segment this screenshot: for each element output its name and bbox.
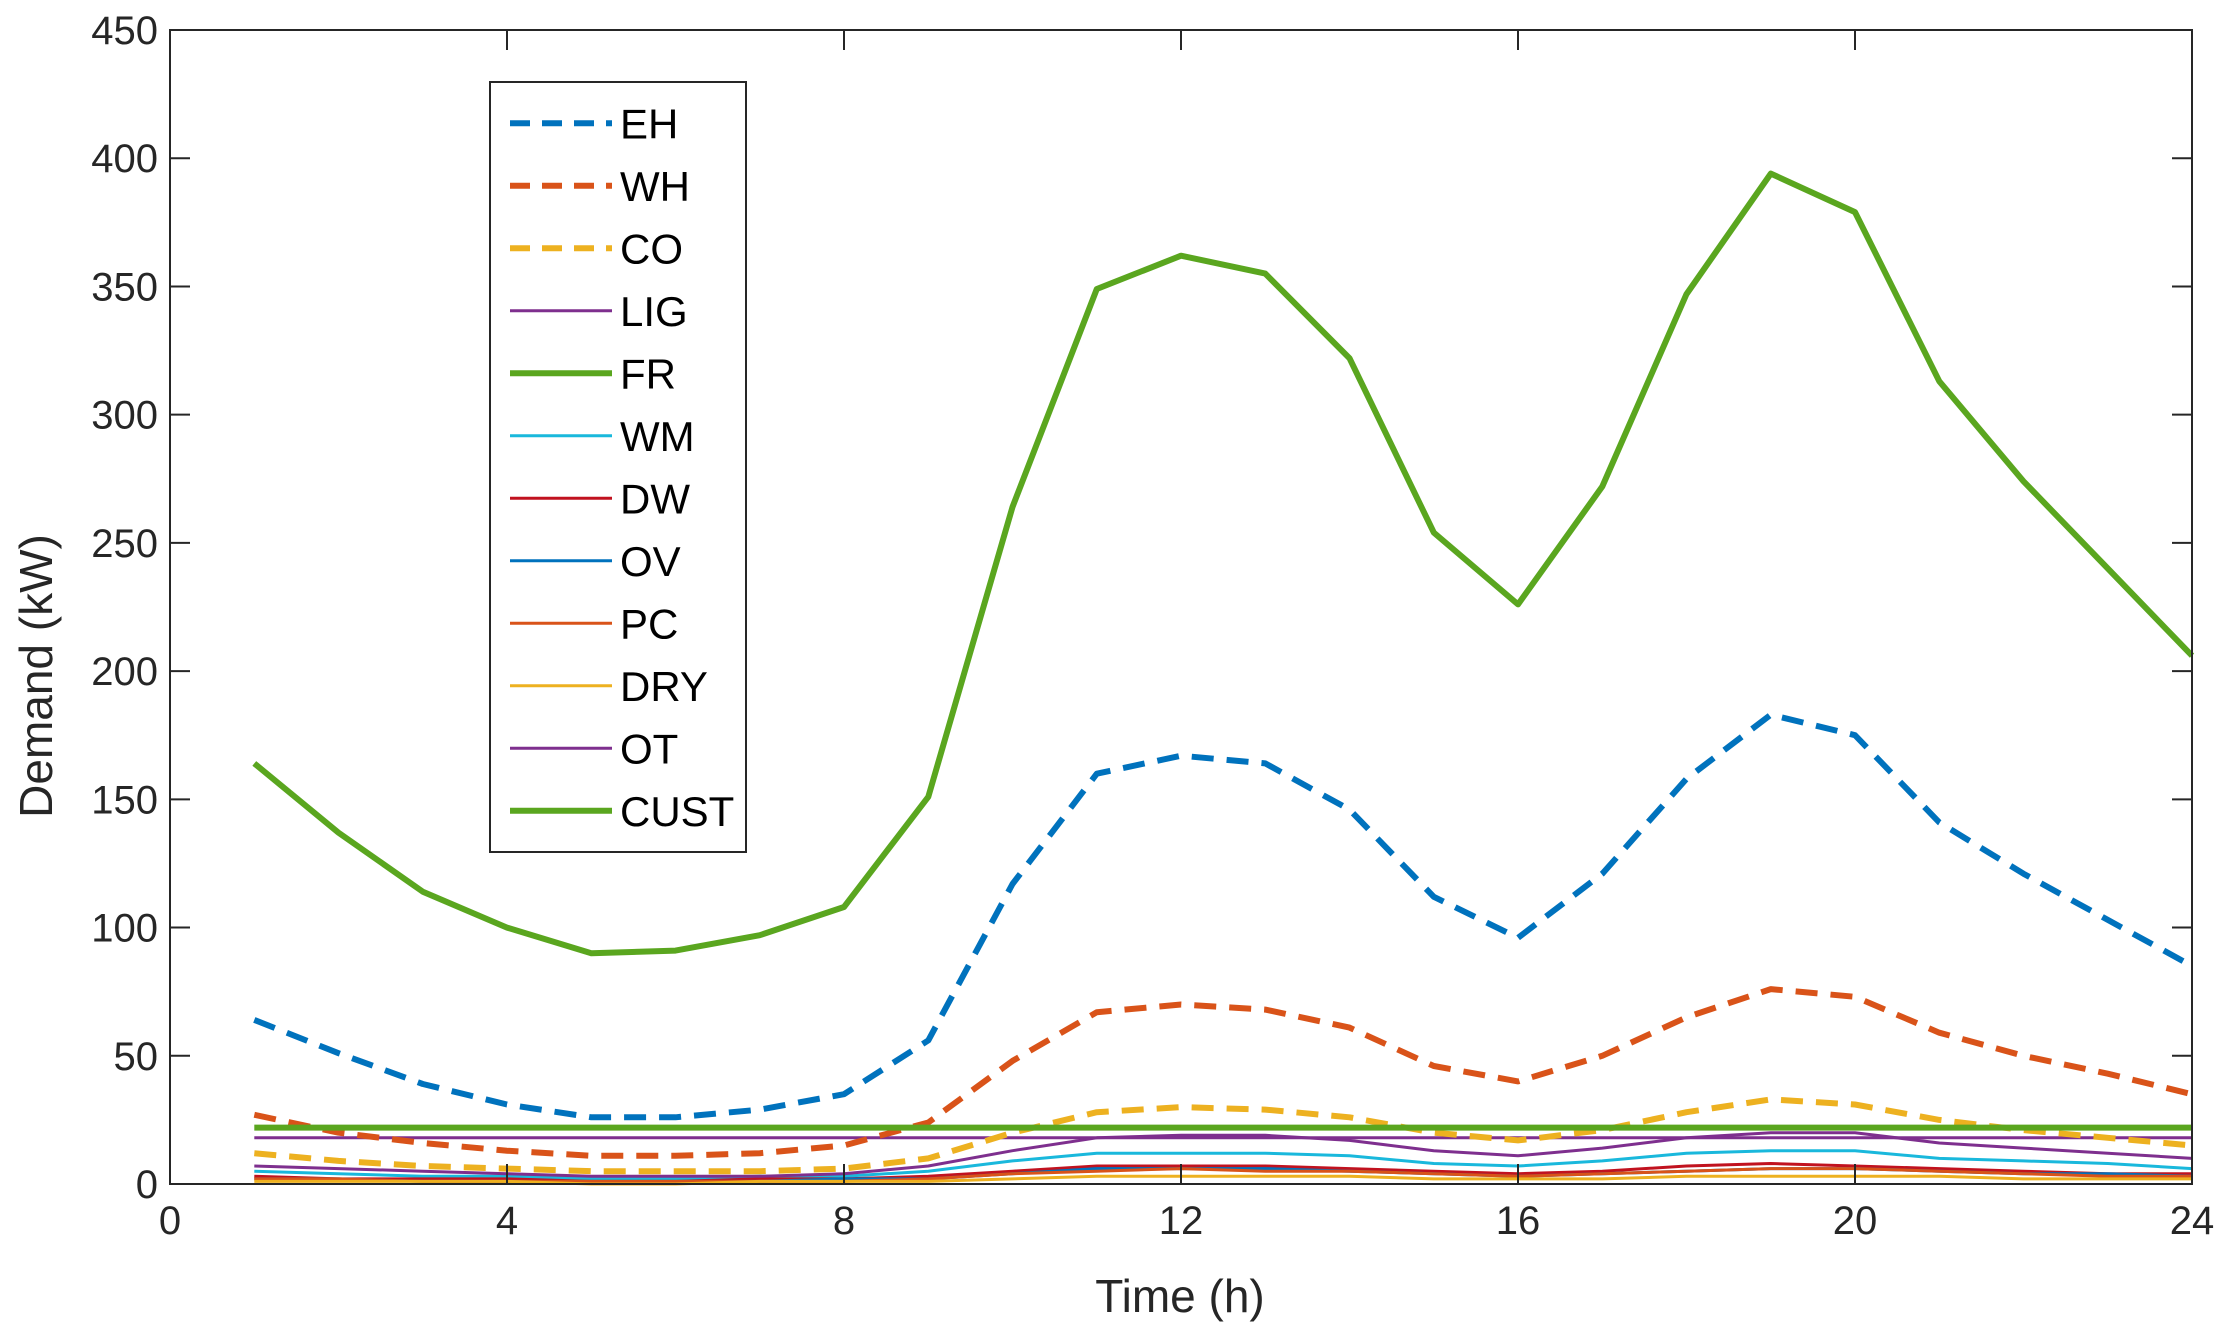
legend-label: LIG xyxy=(620,288,688,335)
y-tick-label: 400 xyxy=(91,137,158,181)
legend-label: CUST xyxy=(620,788,734,835)
y-axis-label: Demand (kW) xyxy=(10,534,62,818)
y-tick-label: 100 xyxy=(91,907,158,951)
y-tick-label: 0 xyxy=(136,1163,158,1207)
y-tick-label: 150 xyxy=(91,778,158,822)
series-layer xyxy=(252,170,2195,1186)
legend: EH WH CO LIG FR WM DW OV PC DRY OT CUST xyxy=(489,81,747,853)
series-line-cust xyxy=(252,170,2195,957)
legend-label: CO xyxy=(620,225,683,272)
y-tick-label: 250 xyxy=(91,522,158,566)
y-tick-label: 200 xyxy=(91,650,158,694)
x-axis-label: Time (h) xyxy=(1095,1270,1265,1322)
series-line-pc xyxy=(254,1167,2192,1183)
series-line-wh xyxy=(253,986,2193,1159)
y-tick-label: 300 xyxy=(91,394,158,438)
y-tick-label: 450 xyxy=(91,9,158,53)
legend-item-wm: WM xyxy=(510,413,695,460)
legend-box xyxy=(489,81,747,853)
series-line-co xyxy=(254,1096,2193,1175)
x-tick-label: 0 xyxy=(159,1199,181,1243)
legend-label: PC xyxy=(620,600,678,647)
legend-item-ov: OV xyxy=(510,538,681,585)
x-tick-label: 24 xyxy=(2170,1199,2215,1243)
legend-item-dw: DW xyxy=(510,475,690,522)
legend-item-wh: WH xyxy=(510,163,690,210)
legend-item-co: CO xyxy=(510,225,683,272)
axes-layer: 0 4 8 12 16 20 24 0 50 100 150 200 250 300 350 400 450 xyxy=(91,9,2214,1243)
y-tick-label: 350 xyxy=(91,265,158,309)
legend-item-dry: DRY xyxy=(510,663,708,710)
legend-label: DW xyxy=(620,475,690,522)
legend-label: WH xyxy=(620,163,690,210)
legend-item-lig: LIG xyxy=(510,288,688,335)
legend-label: OT xyxy=(620,725,678,772)
x-tick-label: 8 xyxy=(833,1199,855,1243)
x-tick-label: 20 xyxy=(1833,1199,1878,1243)
legend-label: OV xyxy=(620,538,681,585)
series-line-wm xyxy=(254,1149,2193,1181)
legend-item-ot: OT xyxy=(510,725,678,772)
series-line-ot xyxy=(254,1131,2193,1178)
legend-label: DRY xyxy=(620,663,708,710)
legend-item-cust: CUST xyxy=(510,788,734,835)
y-tick-label: 50 xyxy=(114,1035,159,1079)
legend-label: WM xyxy=(620,413,695,460)
x-tick-label: 4 xyxy=(496,1199,518,1243)
legend-item-pc: PC xyxy=(510,600,678,647)
legend-item-fr: FR xyxy=(510,350,676,397)
legend-label: EH xyxy=(620,100,678,147)
legend-label: FR xyxy=(620,350,676,397)
x-tick-label: 12 xyxy=(1159,1199,1204,1243)
x-tick-label: 16 xyxy=(1496,1199,1541,1243)
legend-item-eh: EH xyxy=(510,100,678,147)
